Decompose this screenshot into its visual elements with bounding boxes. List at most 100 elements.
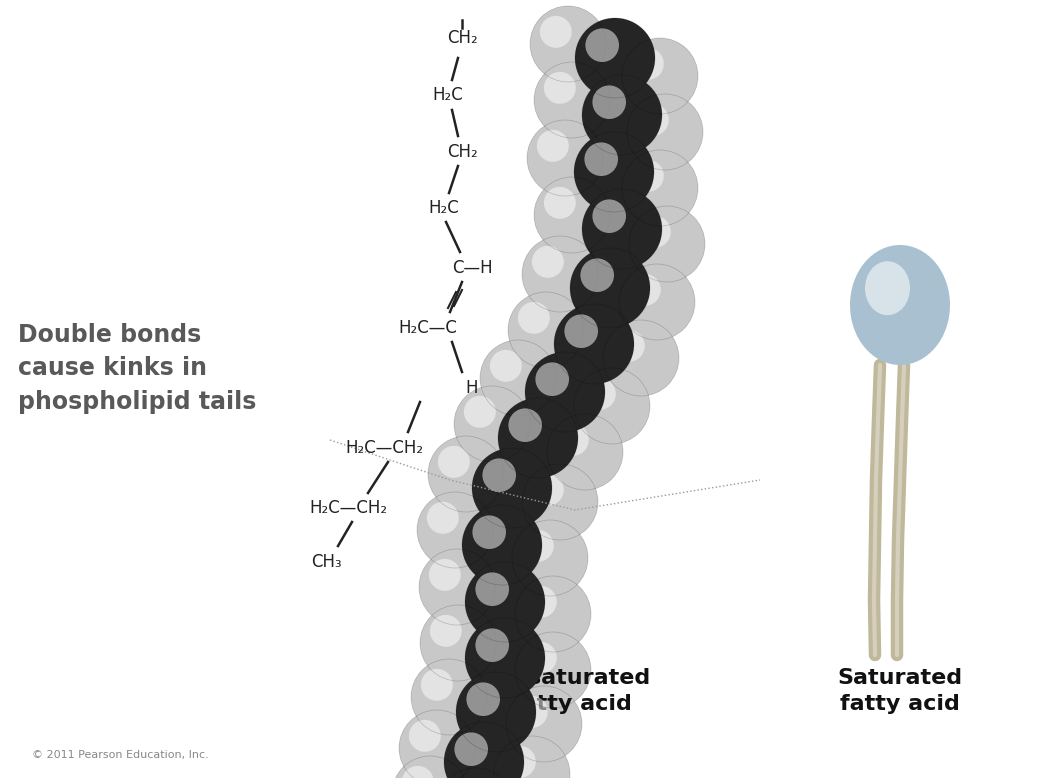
Circle shape: [525, 586, 556, 618]
Circle shape: [428, 436, 504, 512]
Circle shape: [580, 258, 614, 292]
Circle shape: [489, 350, 521, 382]
Circle shape: [573, 368, 650, 444]
Circle shape: [420, 605, 496, 681]
Circle shape: [508, 292, 584, 368]
Circle shape: [522, 464, 598, 540]
Circle shape: [537, 130, 569, 162]
Circle shape: [399, 710, 475, 778]
Circle shape: [525, 642, 556, 674]
Circle shape: [482, 458, 516, 492]
Circle shape: [494, 736, 570, 778]
Circle shape: [556, 424, 588, 456]
Circle shape: [466, 682, 500, 716]
Circle shape: [518, 302, 550, 334]
Ellipse shape: [850, 245, 950, 365]
Text: H₂C—CH₂: H₂C—CH₂: [345, 439, 423, 457]
Circle shape: [436, 768, 516, 778]
Circle shape: [632, 160, 664, 192]
Circle shape: [506, 686, 582, 762]
Circle shape: [627, 94, 703, 170]
Circle shape: [417, 492, 493, 568]
Circle shape: [454, 386, 530, 462]
Circle shape: [421, 669, 453, 701]
Circle shape: [527, 120, 603, 196]
Circle shape: [619, 264, 695, 340]
Circle shape: [509, 408, 542, 442]
Circle shape: [454, 732, 488, 766]
Circle shape: [622, 150, 698, 226]
Text: CH₃: CH₃: [311, 553, 342, 571]
Text: H₂C—C: H₂C—C: [399, 319, 458, 337]
Circle shape: [427, 502, 459, 534]
Text: C—H: C—H: [452, 259, 493, 277]
Text: Saturated
fatty acid: Saturated fatty acid: [837, 668, 963, 713]
Circle shape: [582, 189, 662, 269]
Circle shape: [438, 446, 470, 478]
Circle shape: [593, 86, 626, 119]
Text: H₂C: H₂C: [429, 199, 460, 217]
Circle shape: [584, 378, 616, 410]
Circle shape: [638, 216, 670, 248]
Circle shape: [539, 16, 571, 47]
Circle shape: [547, 414, 624, 490]
Circle shape: [570, 248, 650, 328]
Text: CH₂: CH₂: [447, 29, 478, 47]
Circle shape: [409, 720, 440, 752]
Circle shape: [532, 246, 564, 278]
Circle shape: [582, 75, 662, 155]
Circle shape: [530, 6, 606, 82]
Circle shape: [637, 104, 669, 136]
Circle shape: [515, 576, 591, 652]
Circle shape: [535, 363, 569, 396]
Text: H₂C—CH₂: H₂C—CH₂: [309, 499, 387, 517]
Circle shape: [516, 696, 548, 727]
Circle shape: [444, 722, 523, 778]
Circle shape: [430, 615, 462, 647]
Circle shape: [613, 330, 645, 362]
Circle shape: [498, 398, 578, 478]
Text: H₂C: H₂C: [433, 86, 464, 104]
Circle shape: [564, 314, 598, 348]
Text: H: H: [466, 379, 478, 397]
Circle shape: [402, 766, 434, 778]
Circle shape: [584, 142, 618, 176]
Text: Unsaturated
fatty acid: Unsaturated fatty acid: [494, 668, 650, 713]
Circle shape: [476, 573, 509, 606]
Circle shape: [573, 132, 654, 212]
Circle shape: [532, 474, 564, 506]
Circle shape: [456, 672, 536, 752]
Circle shape: [585, 29, 619, 62]
Text: CH₂: CH₂: [447, 143, 478, 161]
Circle shape: [504, 746, 536, 778]
Circle shape: [465, 618, 545, 698]
Circle shape: [629, 206, 705, 282]
Circle shape: [515, 632, 591, 708]
Ellipse shape: [865, 261, 910, 315]
Circle shape: [632, 48, 664, 80]
Circle shape: [554, 304, 634, 384]
Circle shape: [392, 756, 468, 778]
Circle shape: [411, 659, 487, 735]
Circle shape: [472, 448, 552, 528]
Circle shape: [534, 177, 610, 253]
Circle shape: [575, 18, 655, 98]
Circle shape: [465, 562, 545, 642]
Circle shape: [476, 629, 509, 662]
Circle shape: [480, 340, 556, 416]
Circle shape: [544, 72, 576, 103]
Circle shape: [544, 187, 576, 219]
Circle shape: [472, 515, 506, 549]
Circle shape: [419, 549, 495, 625]
Circle shape: [462, 505, 542, 585]
Circle shape: [522, 236, 598, 312]
Circle shape: [593, 199, 626, 233]
Circle shape: [622, 38, 698, 114]
Text: © 2011 Pearson Education, Inc.: © 2011 Pearson Education, Inc.: [32, 750, 209, 760]
Circle shape: [512, 520, 588, 596]
Circle shape: [534, 62, 610, 138]
Circle shape: [603, 320, 679, 396]
Circle shape: [525, 352, 605, 432]
Circle shape: [629, 274, 661, 306]
Circle shape: [464, 396, 496, 428]
